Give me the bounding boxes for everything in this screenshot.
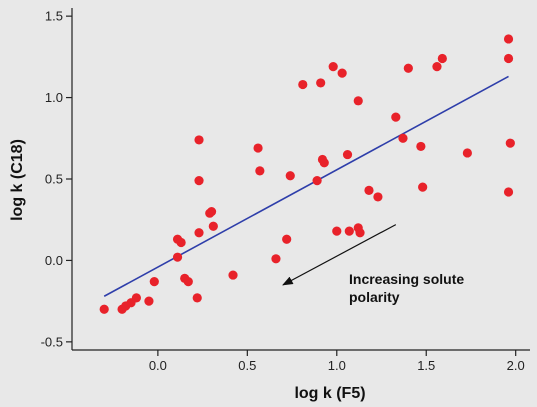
data-point bbox=[255, 166, 265, 176]
annotation-line-1: Increasing solute bbox=[349, 271, 464, 287]
data-point bbox=[208, 221, 218, 231]
data-point bbox=[437, 53, 447, 64]
data-point bbox=[176, 237, 186, 248]
x-tick-label: 0.5 bbox=[238, 358, 256, 373]
y-tick-label: 0.5 bbox=[45, 172, 63, 187]
data-point bbox=[364, 185, 374, 195]
data-point bbox=[319, 158, 329, 168]
y-axis-title: log k (C18) bbox=[9, 139, 26, 221]
data-point bbox=[373, 192, 383, 202]
data-point bbox=[285, 171, 295, 181]
data-point bbox=[271, 254, 281, 264]
data-point bbox=[253, 143, 263, 153]
data-point bbox=[403, 63, 413, 73]
data-point bbox=[172, 252, 183, 262]
data-point bbox=[131, 293, 142, 303]
annotation-line-2: polarity bbox=[349, 289, 400, 305]
data-point bbox=[462, 148, 472, 158]
data-point bbox=[332, 226, 342, 236]
data-point bbox=[99, 304, 109, 314]
x-tick-label: 1.0 bbox=[328, 358, 346, 373]
data-point bbox=[328, 62, 338, 72]
y-tick-label: 1.5 bbox=[45, 9, 63, 24]
y-tick-label: 0.0 bbox=[45, 253, 63, 268]
data-point bbox=[144, 296, 154, 306]
data-point bbox=[312, 176, 322, 186]
x-tick-label: 0.0 bbox=[149, 358, 167, 373]
data-point bbox=[149, 277, 159, 287]
data-point bbox=[228, 270, 238, 280]
x-tick-label: 1.5 bbox=[417, 358, 435, 373]
data-point bbox=[194, 176, 204, 186]
x-axis-title: log k (F5) bbox=[294, 385, 365, 402]
data-point bbox=[316, 78, 326, 88]
data-point bbox=[337, 68, 347, 78]
x-tick-label: 2.0 bbox=[507, 358, 525, 373]
data-point bbox=[503, 53, 514, 64]
data-point bbox=[416, 141, 426, 152]
data-point bbox=[418, 182, 428, 192]
data-point bbox=[192, 293, 202, 303]
data-point bbox=[183, 277, 193, 287]
data-point bbox=[194, 228, 204, 238]
y-tick-label: -0.5 bbox=[41, 334, 63, 349]
data-point bbox=[503, 34, 514, 44]
y-tick-label: 1.0 bbox=[45, 90, 63, 105]
data-point bbox=[398, 133, 408, 143]
annotation-arrow bbox=[282, 224, 397, 286]
data-point bbox=[355, 228, 365, 238]
regression-line bbox=[103, 75, 509, 297]
data-point bbox=[391, 112, 401, 122]
data-point bbox=[282, 234, 292, 244]
data-point bbox=[342, 149, 353, 160]
data-point bbox=[353, 96, 363, 106]
data-point bbox=[344, 226, 354, 236]
data-point bbox=[503, 187, 514, 197]
data-point bbox=[432, 62, 442, 72]
data-point bbox=[298, 79, 308, 90]
plot-area: -0.5 0.0 0.5 1.0 1.5 0.0 0.5 1.0 1.5 2.0 bbox=[41, 8, 530, 373]
data-point bbox=[505, 138, 515, 148]
data-point bbox=[194, 135, 204, 145]
data-point bbox=[206, 206, 217, 217]
